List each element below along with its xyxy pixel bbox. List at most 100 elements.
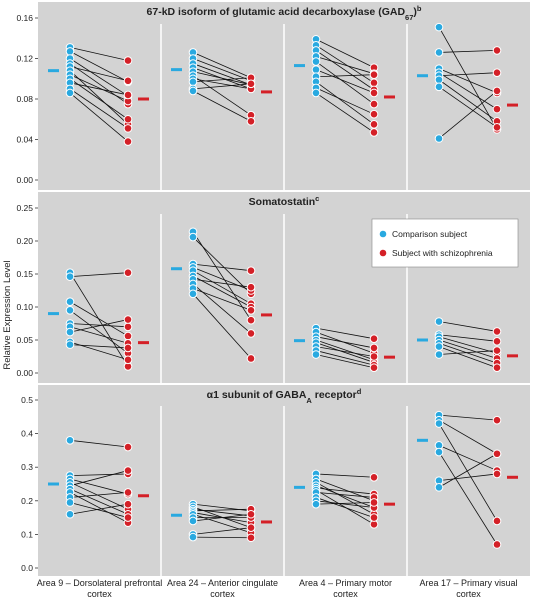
pair-line bbox=[438, 79, 498, 122]
pair-line bbox=[315, 61, 375, 105]
y-tick-label: 0.00 bbox=[16, 368, 33, 378]
comparison-point bbox=[65, 297, 75, 307]
schizophrenia-point bbox=[369, 343, 379, 353]
comparison-point bbox=[188, 77, 198, 87]
schizophrenia-point bbox=[123, 513, 133, 522]
pair-line bbox=[315, 350, 375, 366]
schizophrenia-point bbox=[492, 337, 502, 346]
pair-line bbox=[192, 293, 252, 359]
comparison-point bbox=[65, 436, 75, 445]
comparison-point bbox=[65, 327, 75, 337]
pair-line bbox=[69, 439, 129, 448]
pair-line bbox=[69, 323, 129, 328]
schizophrenia-point bbox=[123, 488, 133, 497]
legend: Comparison subject Subject with schizophr… bbox=[371, 218, 519, 268]
panel-title: 67-kD isoform of glutamic acid decarboxy… bbox=[147, 4, 422, 22]
pair-line bbox=[315, 87, 375, 115]
schizophrenia-point bbox=[123, 322, 133, 332]
pair-line bbox=[69, 502, 129, 518]
pair-line bbox=[69, 58, 129, 97]
comparison-point bbox=[188, 532, 198, 542]
pair-line bbox=[192, 83, 252, 90]
legend-comparison-marker bbox=[378, 229, 388, 239]
pair-line bbox=[192, 270, 252, 305]
x-category-label: Area 17 – Primary visual cortex bbox=[419, 578, 517, 599]
panel-title: α1 subunit of GABAA receptord bbox=[207, 387, 362, 405]
schizophrenia-point bbox=[369, 99, 379, 109]
group-2 bbox=[171, 499, 272, 543]
pair-line bbox=[438, 473, 498, 482]
pair-line bbox=[315, 45, 375, 84]
pair-line bbox=[315, 354, 375, 369]
pair-line bbox=[315, 327, 375, 340]
y-tick-label: 0.3 bbox=[21, 462, 33, 472]
schizophrenia-point bbox=[369, 120, 379, 129]
x-category-label: Area 9 – Dorsolateral prefrontal cortex bbox=[37, 578, 163, 599]
pair-line bbox=[192, 90, 252, 122]
pair-line bbox=[69, 319, 129, 333]
schizophrenia-point bbox=[492, 46, 502, 55]
pair-line bbox=[438, 50, 498, 53]
schizophrenia-point bbox=[246, 266, 256, 276]
panel-title-main: α1 subunit of GABA bbox=[207, 389, 307, 401]
schizophrenia-point bbox=[123, 124, 133, 133]
pair-line bbox=[69, 88, 129, 129]
schizophrenia-point bbox=[123, 466, 133, 475]
group-4 bbox=[417, 317, 518, 373]
schizophrenia-point bbox=[123, 331, 133, 341]
schizophrenia-point bbox=[246, 509, 256, 519]
schizophrenia-point bbox=[492, 86, 502, 96]
panel-title-superscript: c bbox=[315, 194, 319, 203]
pair-line bbox=[192, 513, 252, 522]
panel-title-superscript: d bbox=[357, 387, 362, 396]
schizophrenia-point bbox=[246, 329, 256, 338]
pair-line bbox=[192, 275, 252, 308]
schizophrenia-point bbox=[246, 116, 256, 126]
comparison-point bbox=[434, 75, 444, 85]
group-1 bbox=[48, 43, 149, 146]
x-category-label: Area 24 – Anterior cingulate cortex bbox=[167, 578, 278, 599]
y-tick-label: 0.04 bbox=[16, 135, 33, 145]
comparison-point bbox=[311, 350, 321, 359]
pair-line bbox=[315, 336, 375, 349]
group-3 bbox=[294, 34, 395, 137]
pair-line bbox=[69, 503, 129, 515]
schizophrenia-point bbox=[369, 472, 379, 482]
y-tick-label: 0.20 bbox=[16, 236, 33, 246]
y-axis-label: Relative Expression Level bbox=[2, 260, 13, 369]
pair-line bbox=[315, 500, 375, 508]
pair-line bbox=[438, 336, 498, 354]
group-1 bbox=[48, 436, 149, 527]
pair-line bbox=[69, 470, 129, 487]
pair-line bbox=[438, 26, 498, 130]
x-category-line-1: Area 17 – Primary visual bbox=[419, 578, 517, 588]
pair-line bbox=[438, 68, 498, 94]
y-tick-label: 0.1 bbox=[21, 529, 33, 539]
schizophrenia-point bbox=[492, 415, 502, 425]
pair-line bbox=[315, 69, 375, 94]
schizophrenia-point bbox=[492, 68, 502, 77]
pair-line bbox=[69, 51, 129, 83]
schizophrenia-point bbox=[123, 76, 133, 86]
comparison-point bbox=[65, 306, 75, 315]
pair-line bbox=[192, 263, 252, 272]
schizophrenia-point bbox=[123, 355, 133, 365]
schizophrenia-point bbox=[123, 343, 133, 353]
comparison-point bbox=[434, 419, 444, 428]
panel-title-rest: receptor bbox=[312, 389, 357, 401]
pair-line bbox=[438, 423, 498, 522]
pair-line bbox=[438, 72, 498, 77]
x-category-line-2: cortex bbox=[456, 589, 481, 599]
pair-line bbox=[69, 492, 129, 523]
y-tick-label: 0.05 bbox=[16, 335, 33, 345]
pair-line bbox=[69, 473, 129, 476]
pair-line bbox=[192, 58, 252, 82]
x-category-line-1: Area 4 – Primary motor bbox=[299, 578, 392, 588]
schizophrenia-point bbox=[369, 88, 379, 98]
schizophrenia-point bbox=[492, 540, 502, 549]
schizophrenia-point bbox=[123, 268, 133, 277]
schizophrenia-point bbox=[492, 363, 502, 373]
x-category-line-2: cortex bbox=[210, 589, 235, 599]
pair-line bbox=[315, 502, 375, 505]
pair-line bbox=[192, 71, 252, 86]
